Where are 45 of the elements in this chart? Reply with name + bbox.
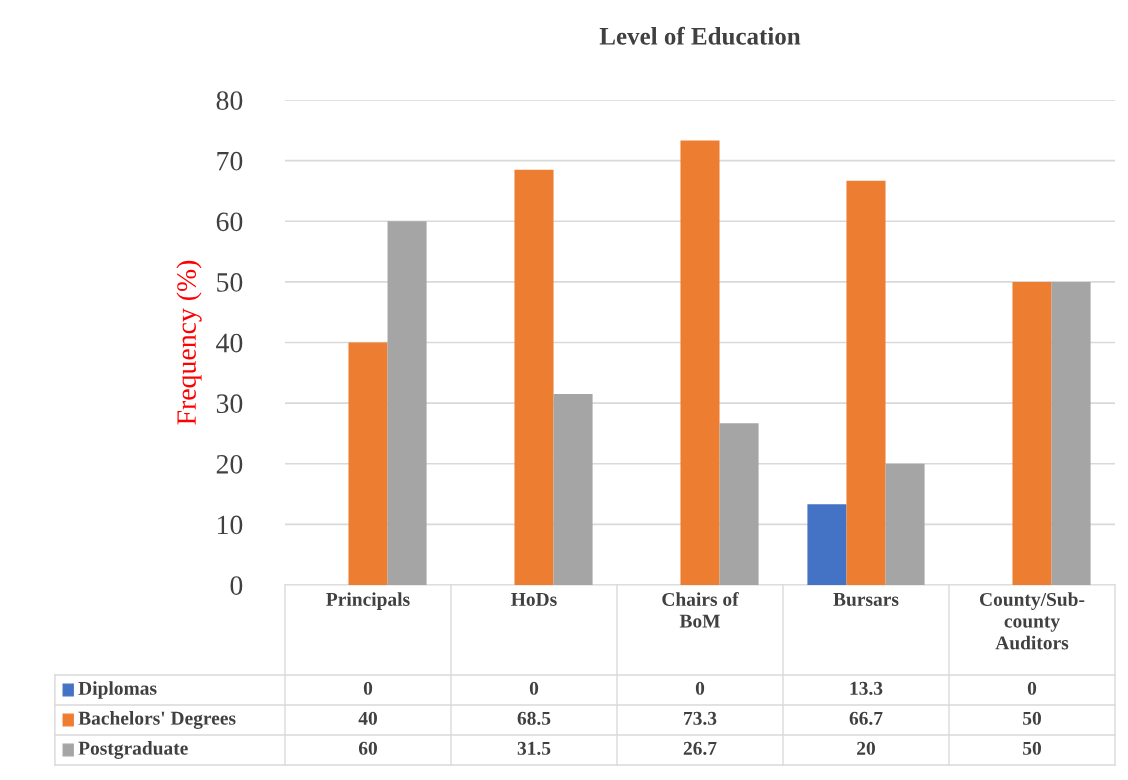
data-label: 66.7 xyxy=(849,711,883,725)
legend-label: Bachelors' Degrees xyxy=(78,711,236,729)
data-label: 0 xyxy=(529,681,539,695)
y-tick-label: 60 xyxy=(216,212,243,232)
bar xyxy=(387,221,427,585)
bar xyxy=(1051,281,1091,585)
bar xyxy=(1012,281,1052,585)
x-tick-label: HoDs xyxy=(511,593,557,606)
y-axis-title: Frequency (%) xyxy=(176,260,202,425)
x-tick-label: County/Sub-county Auditors xyxy=(980,592,1085,650)
bar xyxy=(846,180,886,585)
x-tick-label: Bursars xyxy=(833,593,899,606)
y-tick-label: 70 xyxy=(217,151,243,171)
bar xyxy=(719,423,759,585)
legend-label: Diplomas xyxy=(78,681,157,699)
x-tick-label: Principals xyxy=(326,592,410,610)
data-label: 68.5 xyxy=(517,711,551,725)
data-label: 31.5 xyxy=(517,741,551,755)
data-label: 0 xyxy=(695,681,705,695)
data-label: 26.7 xyxy=(683,741,717,755)
bar xyxy=(348,342,388,585)
legend-label: Postgraduate xyxy=(78,741,188,759)
bar xyxy=(807,504,847,585)
y-tick-label: 0 xyxy=(230,576,243,595)
bar xyxy=(885,463,925,585)
data-label: 50 xyxy=(1023,741,1041,755)
data-label: 60 xyxy=(358,741,377,755)
data-label: 20 xyxy=(857,741,875,755)
y-tick-label: 10 xyxy=(218,515,243,535)
bar xyxy=(514,169,554,585)
bar xyxy=(680,140,720,585)
y-tick-label: 40 xyxy=(216,333,243,353)
data-label: 13.3 xyxy=(850,681,883,695)
data-label: 40 xyxy=(358,711,377,725)
chart-title: Level of Education xyxy=(599,26,801,45)
y-tick-label: 20 xyxy=(216,454,243,474)
y-tick-label: 50 xyxy=(217,273,243,292)
x-tick-label: Chairs of BoM xyxy=(662,592,739,628)
data-label: 50 xyxy=(1023,711,1041,725)
y-tick-label: 30 xyxy=(216,394,243,414)
data-label: 0 xyxy=(363,681,373,695)
bar xyxy=(553,394,593,585)
data-label: 0 xyxy=(1027,681,1037,695)
data-label: 73.3 xyxy=(684,711,717,725)
y-tick-label: 80 xyxy=(216,91,243,110)
